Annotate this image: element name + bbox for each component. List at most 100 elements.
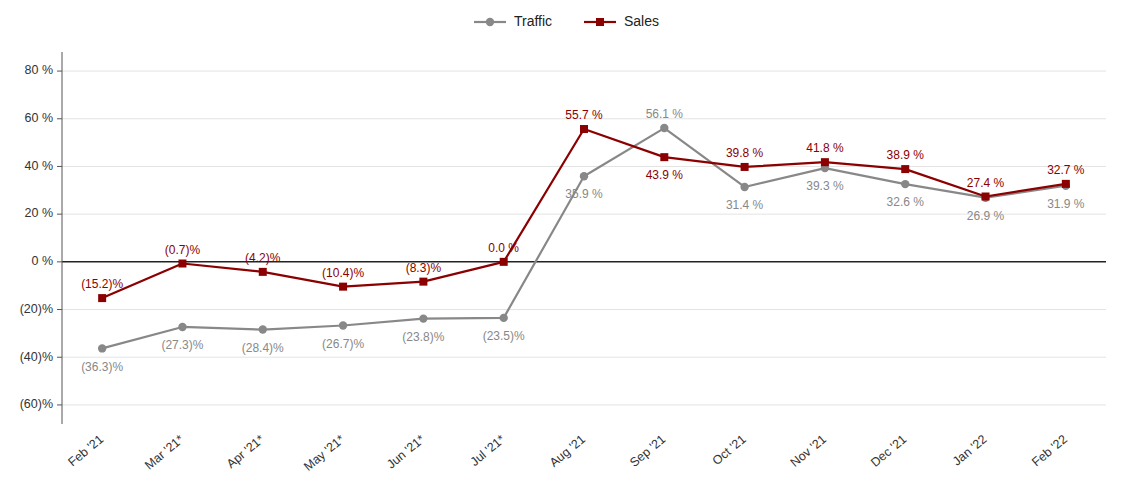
point-marker xyxy=(98,294,106,302)
zero-line xyxy=(62,261,1106,263)
y-tick xyxy=(57,404,62,405)
point-marker xyxy=(259,268,267,276)
data-label: 32.6 % xyxy=(887,195,925,209)
y-tick xyxy=(57,214,62,215)
x-tick-label: Jun '21* xyxy=(384,432,427,472)
data-label: 39.8 % xyxy=(726,146,764,160)
data-label: (8.3)% xyxy=(406,261,442,275)
point-marker xyxy=(660,124,668,132)
y-tick xyxy=(57,166,62,167)
legend-marker xyxy=(596,18,604,26)
x-tick-label: Mar '21* xyxy=(142,432,186,472)
x-tick-label: Sep '21 xyxy=(627,432,668,470)
x-tick-label: Jan '22 xyxy=(950,432,990,468)
point-marker xyxy=(981,194,989,202)
data-label: 55.7 % xyxy=(565,108,603,122)
data-label: 39.3 % xyxy=(806,179,844,193)
x-tick-label: Feb '21 xyxy=(66,432,107,469)
y-axis-line xyxy=(62,52,63,424)
y-tick-label: 60 % xyxy=(25,111,54,125)
point-marker xyxy=(98,344,106,352)
y-tick xyxy=(57,309,62,310)
data-label: 31.4 % xyxy=(726,198,764,212)
point-marker xyxy=(178,260,186,268)
x-tick-label: Dec '21 xyxy=(868,432,909,470)
data-label: 43.9 % xyxy=(646,168,684,182)
grid-line xyxy=(62,214,1106,215)
data-label: 38.9 % xyxy=(887,148,925,162)
y-tick xyxy=(57,357,62,358)
y-tick xyxy=(57,71,62,72)
data-label: (15.2)% xyxy=(81,277,123,291)
point-marker xyxy=(580,125,588,133)
x-tick-label: Feb '22 xyxy=(1029,432,1070,469)
data-label: 41.8 % xyxy=(806,141,844,155)
point-marker xyxy=(500,258,508,266)
point-marker xyxy=(660,153,668,161)
data-label: (4.2)% xyxy=(245,251,281,265)
data-label: (26.7)% xyxy=(322,337,364,351)
point-marker xyxy=(901,180,909,188)
grid-line xyxy=(62,309,1106,310)
point-marker xyxy=(982,193,990,201)
data-label: 35.9 % xyxy=(565,187,603,201)
y-tick-label: 40 % xyxy=(25,159,54,173)
legend-marker xyxy=(486,18,494,26)
series-line xyxy=(102,128,1066,348)
x-tick-label: Apr '21* xyxy=(224,432,267,471)
point-marker xyxy=(499,314,507,322)
y-tick-label: 80 % xyxy=(25,63,54,77)
y-tick-label: 0 % xyxy=(31,254,53,268)
y-tick-label: (60)% xyxy=(20,397,53,411)
y-tick xyxy=(57,261,62,262)
data-labels: (36.3)%(15.2)%(27.3)%(0.7)%(28.4)%(4.2)%… xyxy=(81,107,1085,373)
legend-label: Traffic xyxy=(514,13,552,29)
chart-svg: (60)% (40)% (20)% 0 % 20 % 40 % 60 % 80 % Feb '2… xyxy=(0,0,1130,496)
point-marker xyxy=(339,321,347,329)
data-label: (0.7)% xyxy=(165,243,201,257)
point-marker xyxy=(178,323,186,331)
point-marker xyxy=(821,158,829,166)
data-label: (10.4)% xyxy=(322,266,364,280)
point-marker xyxy=(339,283,347,291)
point-marker xyxy=(1062,180,1070,188)
grid-line xyxy=(62,166,1106,167)
data-label: 56.1 % xyxy=(646,107,684,121)
y-tick-label: (20)% xyxy=(20,302,53,316)
chart-container: (60)% (40)% (20)% 0 % 20 % 40 % 60 % 80 % Feb '2… xyxy=(0,0,1130,496)
y-axis: (60)% (40)% (20)% 0 % 20 % 40 % 60 % 80 % xyxy=(20,52,62,424)
point-marker xyxy=(259,325,267,333)
x-axis: Feb '21 Mar '21* Apr '21* May '21* Jun '21* J… xyxy=(66,432,1070,474)
plot-area xyxy=(98,124,1070,353)
x-tick-label: Aug '21 xyxy=(547,432,588,470)
legend-label: Sales xyxy=(624,13,659,29)
series-line xyxy=(102,129,1066,298)
legend: Traffic Sales xyxy=(474,13,659,29)
data-label: 0.0 % xyxy=(488,241,519,255)
x-tick-label: Jul '21* xyxy=(468,432,508,469)
point-marker xyxy=(741,163,749,171)
point-marker xyxy=(419,278,427,286)
y-tick-label: 20 % xyxy=(25,206,54,220)
x-tick-label: May '21* xyxy=(301,432,347,474)
data-label: 32.7 % xyxy=(1047,163,1085,177)
point-marker xyxy=(901,165,909,173)
y-tick xyxy=(57,118,62,119)
data-label: 31.9 % xyxy=(1047,197,1085,211)
data-label: (28.4)% xyxy=(242,341,284,355)
grid-line xyxy=(62,404,1106,405)
data-label: (23.5)% xyxy=(483,329,525,343)
grid-line xyxy=(62,71,1106,72)
x-tick-label: Nov '21 xyxy=(788,432,829,470)
point-marker xyxy=(419,314,427,322)
point-marker xyxy=(740,183,748,191)
data-label: (23.8)% xyxy=(402,330,444,344)
x-tick-label: Oct '21 xyxy=(710,432,749,468)
grid-line xyxy=(62,357,1106,358)
grid xyxy=(62,71,1106,405)
point-marker xyxy=(580,172,588,180)
data-label: (36.3)% xyxy=(81,360,123,374)
data-label: 27.4 % xyxy=(967,176,1005,190)
y-tick-label: (40)% xyxy=(20,350,53,364)
data-label: 26.9 % xyxy=(967,209,1005,223)
